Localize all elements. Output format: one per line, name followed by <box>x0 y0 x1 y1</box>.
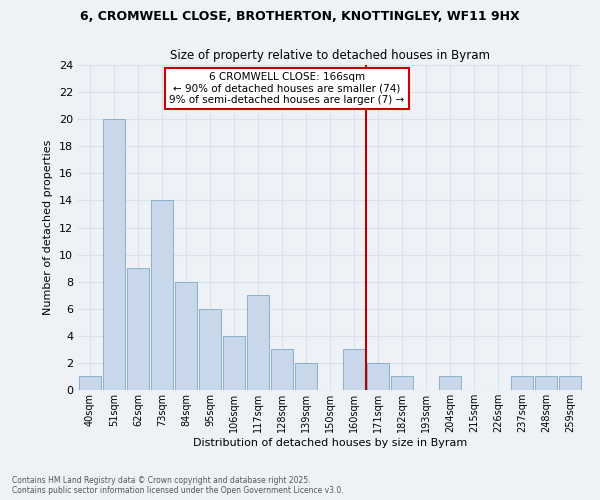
Bar <box>343 350 365 390</box>
Bar <box>559 376 581 390</box>
Bar <box>199 308 221 390</box>
Bar <box>79 376 101 390</box>
X-axis label: Distribution of detached houses by size in Byram: Distribution of detached houses by size … <box>193 438 467 448</box>
Text: 6, CROMWELL CLOSE, BROTHERTON, KNOTTINGLEY, WF11 9HX: 6, CROMWELL CLOSE, BROTHERTON, KNOTTINGL… <box>80 10 520 23</box>
Bar <box>151 200 173 390</box>
Text: 6 CROMWELL CLOSE: 166sqm
← 90% of detached houses are smaller (74)
9% of semi-de: 6 CROMWELL CLOSE: 166sqm ← 90% of detach… <box>169 72 404 105</box>
Bar <box>535 376 557 390</box>
Bar <box>175 282 197 390</box>
Title: Size of property relative to detached houses in Byram: Size of property relative to detached ho… <box>170 50 490 62</box>
Bar <box>439 376 461 390</box>
Bar <box>511 376 533 390</box>
Bar <box>271 350 293 390</box>
Bar <box>223 336 245 390</box>
Bar <box>367 363 389 390</box>
Bar <box>103 119 125 390</box>
Bar <box>247 295 269 390</box>
Text: Contains HM Land Registry data © Crown copyright and database right 2025.
Contai: Contains HM Land Registry data © Crown c… <box>12 476 344 495</box>
Bar <box>127 268 149 390</box>
Y-axis label: Number of detached properties: Number of detached properties <box>43 140 53 315</box>
Bar <box>391 376 413 390</box>
Bar <box>295 363 317 390</box>
